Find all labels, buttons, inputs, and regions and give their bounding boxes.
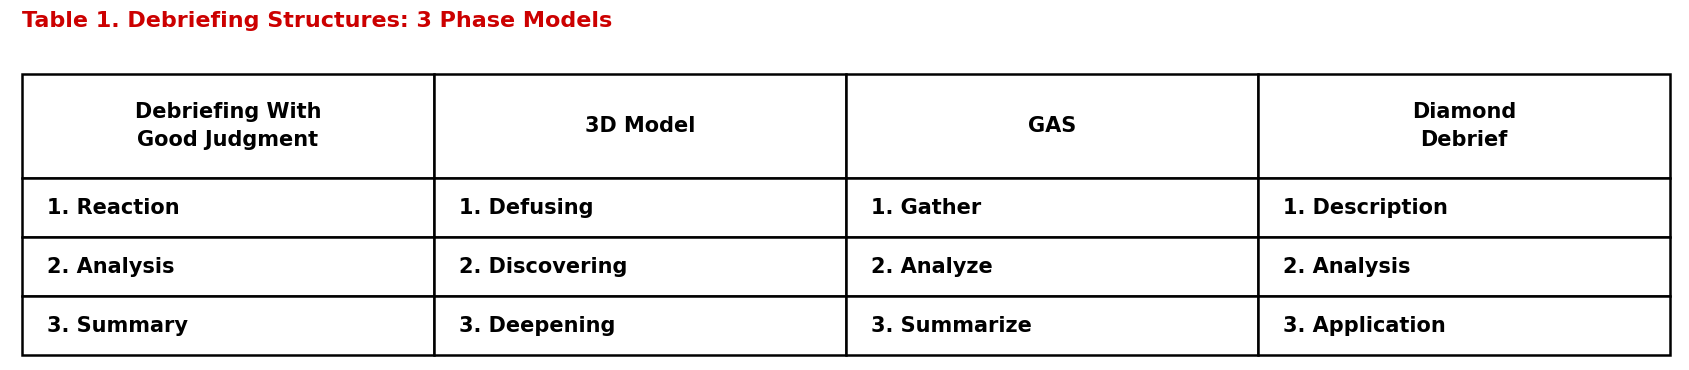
Text: 2. Analyze: 2. Analyze bbox=[872, 257, 993, 277]
Text: 3. Deepening: 3. Deepening bbox=[459, 316, 615, 336]
Text: GAS: GAS bbox=[1027, 116, 1076, 136]
Text: 1. Gather: 1. Gather bbox=[872, 198, 981, 218]
Text: 3. Application: 3. Application bbox=[1282, 316, 1446, 336]
Text: 2. Analysis: 2. Analysis bbox=[47, 257, 174, 277]
Text: 3. Summarize: 3. Summarize bbox=[872, 316, 1032, 336]
Text: Diamond
Debrief: Diamond Debrief bbox=[1410, 102, 1515, 150]
Text: 2. Analysis: 2. Analysis bbox=[1282, 257, 1410, 277]
Text: 1. Reaction: 1. Reaction bbox=[47, 198, 179, 218]
Text: 2. Discovering: 2. Discovering bbox=[459, 257, 627, 277]
Text: 1. Defusing: 1. Defusing bbox=[459, 198, 593, 218]
Text: 3. Summary: 3. Summary bbox=[47, 316, 187, 336]
Text: Table 1. Debriefing Structures: 3 Phase Models: Table 1. Debriefing Structures: 3 Phase … bbox=[22, 11, 611, 31]
Text: 3D Model: 3D Model bbox=[584, 116, 694, 136]
Text: 1. Description: 1. Description bbox=[1282, 198, 1447, 218]
Text: Debriefing With
Good Judgment: Debriefing With Good Judgment bbox=[135, 102, 321, 150]
